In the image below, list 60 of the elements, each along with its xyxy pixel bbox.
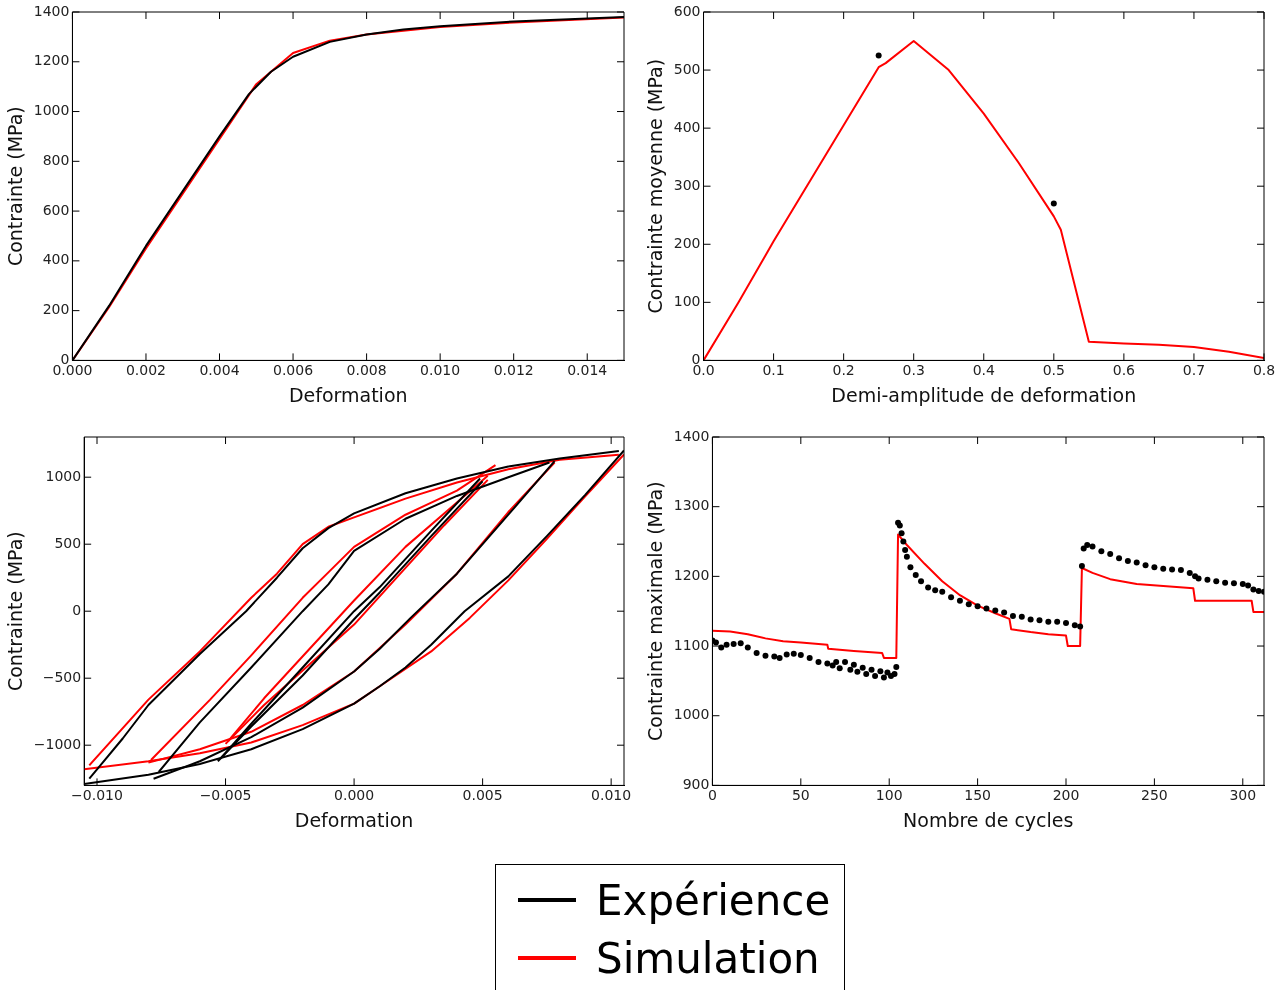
y-tick-label: 1400 bbox=[33, 2, 70, 19]
x-tick-label: 0.012 bbox=[493, 362, 534, 379]
y-tick-label: 900 bbox=[682, 776, 710, 793]
x-tick-label: 0.004 bbox=[199, 362, 240, 379]
x-tick-label: 0.000 bbox=[334, 787, 375, 804]
y-tick-label: 1000 bbox=[33, 102, 70, 119]
x-tick-label: 100 bbox=[875, 787, 903, 804]
x-tick-label: 0.3 bbox=[902, 362, 925, 379]
y-tick-label: 600 bbox=[42, 201, 70, 218]
y-tick-label: 1000 bbox=[45, 467, 82, 484]
y-tick-label: 1200 bbox=[33, 52, 70, 69]
y-tick-label: 1200 bbox=[673, 567, 710, 583]
y-tick-label: 1100 bbox=[673, 636, 710, 653]
y-tick-label: 500 bbox=[54, 534, 82, 551]
y-tick-label: 500 bbox=[673, 60, 701, 77]
y-tick-label: 400 bbox=[673, 118, 701, 135]
x-axis-title: Deformation bbox=[288, 383, 408, 406]
x-tick-label: 0.4 bbox=[972, 362, 995, 379]
y-axis-title: Contrainte (MPa) bbox=[4, 106, 27, 267]
legend-label: Simulation bbox=[596, 933, 820, 983]
y-axis-title: Contrainte (MPa) bbox=[4, 531, 27, 692]
y-tick-label: 1000 bbox=[673, 706, 710, 723]
x-tick-label: 0.6 bbox=[1112, 362, 1136, 379]
x-tick-label: 0.2 bbox=[832, 362, 855, 379]
x-tick-label: 0.005 bbox=[462, 787, 503, 804]
x-tick-label: 0.010 bbox=[591, 787, 632, 804]
x-tick-label: 250 bbox=[1141, 787, 1168, 804]
x-tick-label: −0.010 bbox=[71, 787, 123, 804]
y-tick-label: 1300 bbox=[673, 497, 710, 514]
y-tick-label: 200 bbox=[673, 234, 701, 251]
x-tick-label: 0.5 bbox=[1042, 362, 1065, 379]
y-tick-label: 800 bbox=[42, 151, 70, 168]
x-tick-label: 50 bbox=[791, 787, 810, 804]
y-tick-label: 600 bbox=[673, 2, 701, 19]
legend-label: Expérience bbox=[596, 875, 831, 925]
y-tick-label: 0 bbox=[72, 601, 82, 618]
y-tick-label: 200 bbox=[42, 301, 70, 318]
x-tick-label: 0.7 bbox=[1182, 362, 1206, 379]
x-tick-label: 0.014 bbox=[567, 362, 608, 379]
x-axis-title: Demi-amplitude de deformation bbox=[831, 383, 1137, 406]
x-tick-label: 0.1 bbox=[762, 362, 785, 379]
y-tick-label: 100 bbox=[673, 292, 701, 309]
y-tick-label: 300 bbox=[673, 176, 701, 193]
x-tick-label: 0.010 bbox=[420, 362, 461, 379]
x-tick-label: 0.006 bbox=[273, 362, 314, 379]
y-tick-label: 1400 bbox=[673, 427, 710, 444]
y-axis-title: Contrainte maximale (MPa) bbox=[644, 481, 667, 742]
y-axis-title: Contrainte moyenne (MPa) bbox=[644, 58, 667, 314]
x-axis-title: Deformation bbox=[294, 808, 414, 831]
y-tick-label: −1000 bbox=[33, 735, 82, 752]
x-tick-label: 200 bbox=[1052, 787, 1080, 804]
x-tick-label: 0.008 bbox=[346, 362, 387, 379]
x-tick-label: 150 bbox=[964, 787, 991, 804]
x-tick-label: 0.002 bbox=[125, 362, 167, 379]
y-tick-label: 400 bbox=[42, 251, 70, 268]
x-tick-label: 0.8 bbox=[1252, 362, 1276, 379]
x-tick-label: 300 bbox=[1229, 787, 1257, 804]
x-axis-title: Nombre de cycles bbox=[903, 808, 1074, 831]
y-tick-label: −500 bbox=[42, 668, 82, 685]
x-tick-label: −0.005 bbox=[199, 787, 252, 804]
